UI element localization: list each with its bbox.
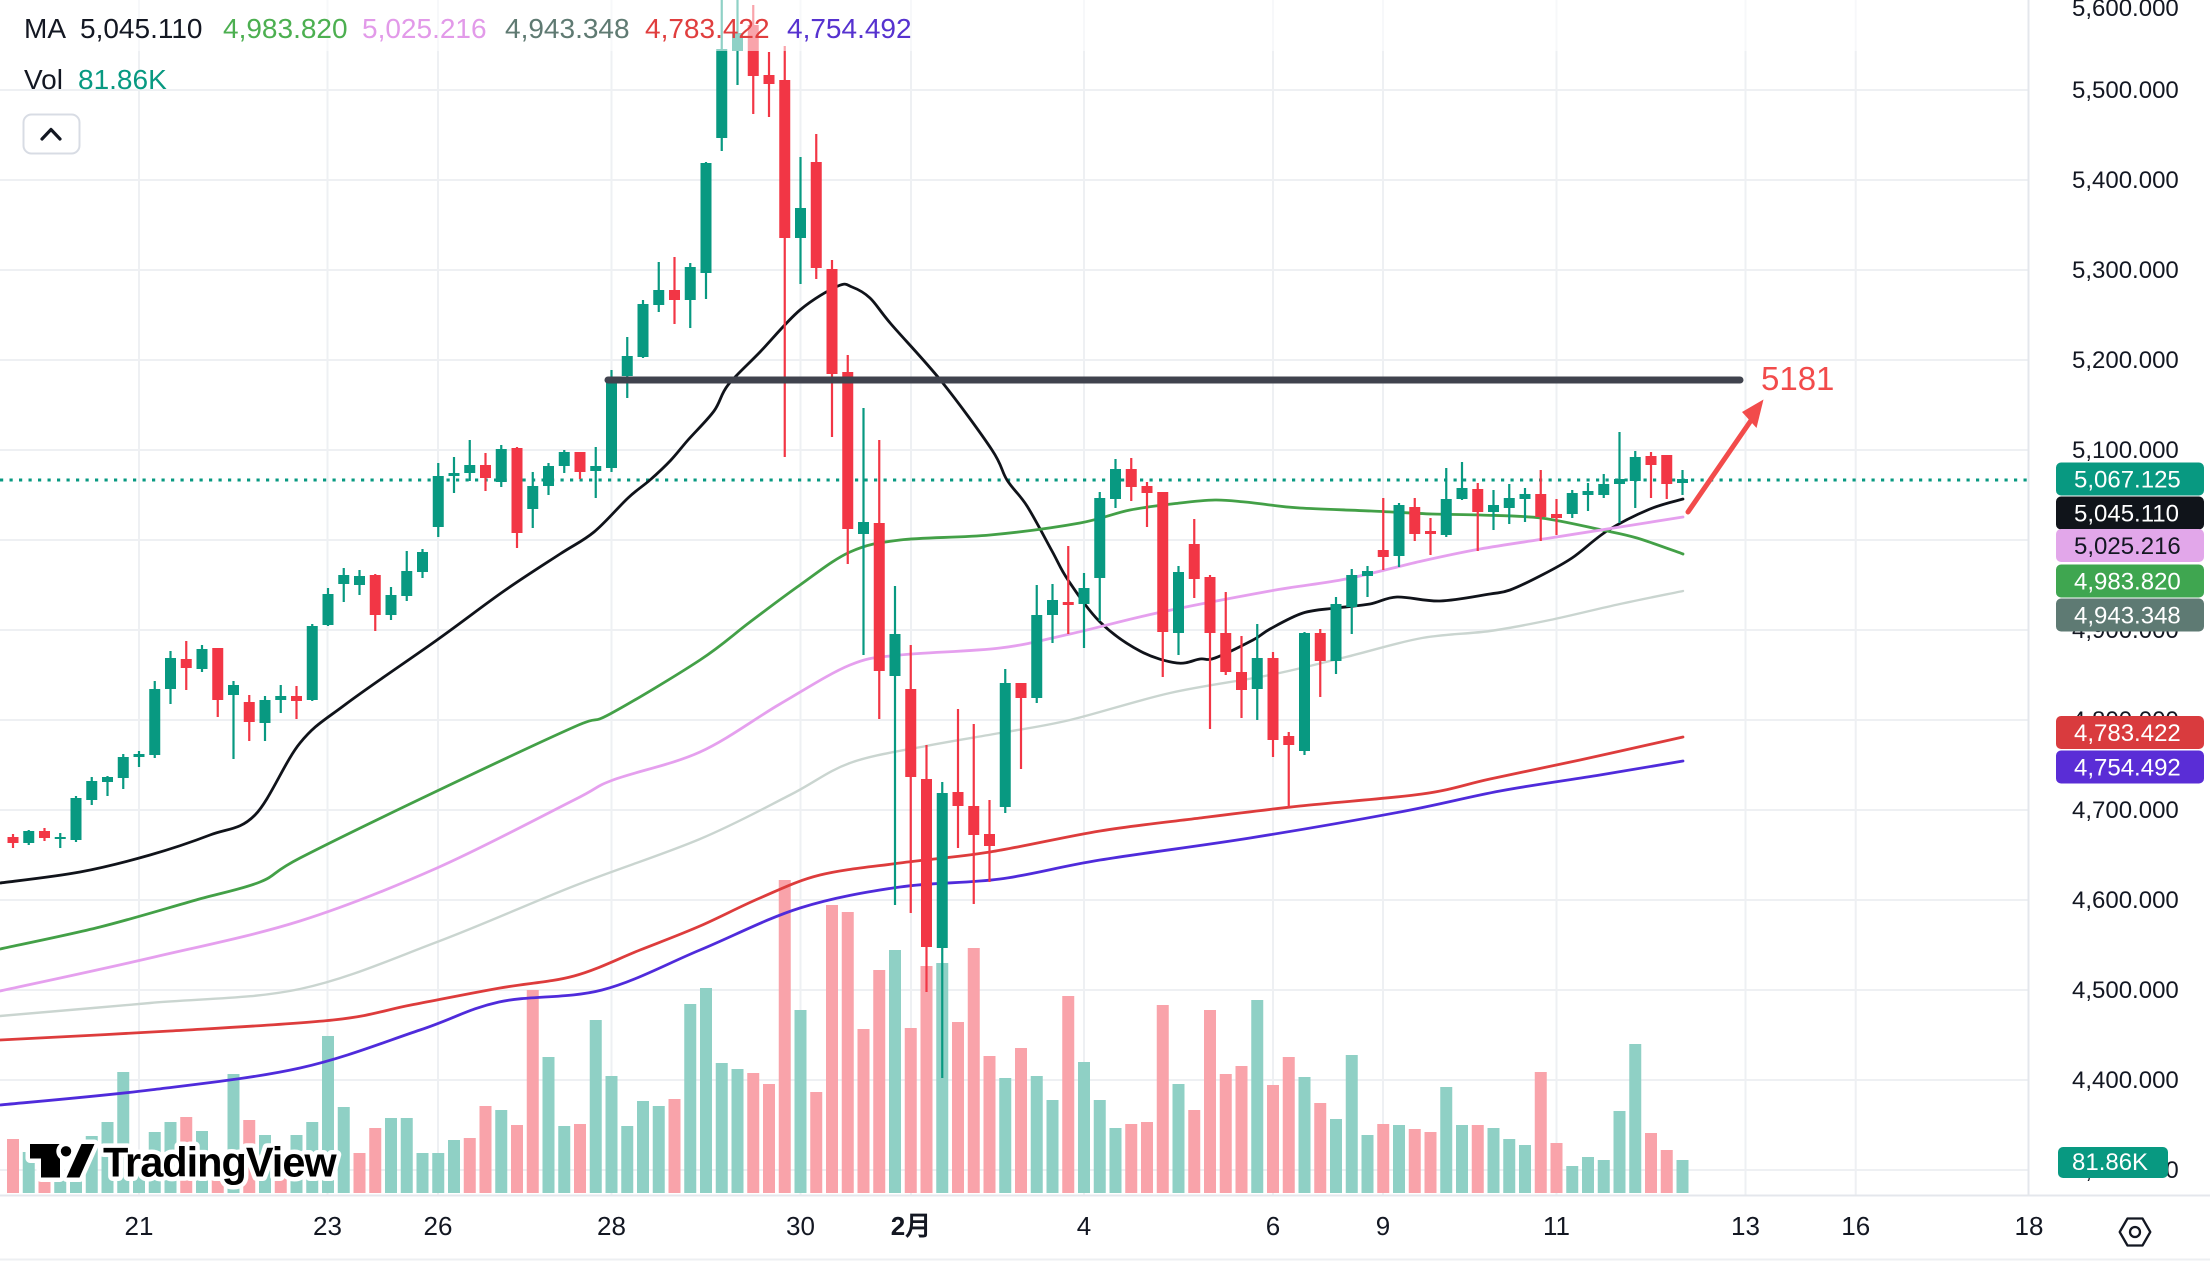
svg-text:4,500.000: 4,500.000 — [2072, 977, 2179, 1004]
svg-text:28: 28 — [597, 1211, 626, 1241]
svg-text:5,067.125: 5,067.125 — [2074, 467, 2181, 494]
svg-text:5,200.000: 5,200.000 — [2072, 347, 2179, 374]
svg-text:4,700.000: 4,700.000 — [2072, 797, 2179, 824]
svg-text:23: 23 — [313, 1211, 342, 1241]
svg-text:18: 18 — [2015, 1211, 2044, 1241]
svg-text:5,600.000: 5,600.000 — [2072, 0, 2179, 22]
svg-text:81.86K: 81.86K — [2072, 1149, 2148, 1176]
svg-text:4,783.422: 4,783.422 — [2074, 720, 2181, 747]
svg-text:81.86K: 81.86K — [78, 64, 167, 95]
svg-text:6: 6 — [1266, 1211, 1280, 1241]
svg-text:4,943.348: 4,943.348 — [505, 13, 630, 44]
svg-text:4,400.000: 4,400.000 — [2072, 1067, 2179, 1094]
svg-text:5181: 5181 — [1761, 360, 1834, 397]
svg-text:4,600.000: 4,600.000 — [2072, 887, 2179, 914]
svg-text:2月: 2月 — [891, 1211, 931, 1241]
svg-text:9: 9 — [1376, 1211, 1390, 1241]
svg-text:4,783.422: 4,783.422 — [645, 13, 770, 44]
svg-text:TradingView: TradingView — [103, 1139, 337, 1186]
svg-text:4: 4 — [1077, 1211, 1091, 1241]
svg-text:5,045.110: 5,045.110 — [80, 13, 203, 44]
svg-text:30: 30 — [786, 1211, 815, 1241]
svg-text:26: 26 — [424, 1211, 453, 1241]
svg-text:21: 21 — [125, 1211, 154, 1241]
svg-text:4,983.820: 4,983.820 — [223, 13, 348, 44]
svg-text:5,100.000: 5,100.000 — [2072, 437, 2179, 464]
svg-text:4,754.492: 4,754.492 — [2074, 755, 2181, 782]
svg-text:11: 11 — [1543, 1211, 1570, 1241]
svg-text:5,025.216: 5,025.216 — [2074, 533, 2181, 560]
svg-text:5,025.216: 5,025.216 — [362, 13, 487, 44]
svg-text:5,045.110: 5,045.110 — [2074, 501, 2179, 528]
svg-text:5,500.000: 5,500.000 — [2072, 77, 2179, 104]
svg-text:4,754.492: 4,754.492 — [787, 13, 912, 44]
svg-text:Vol: Vol — [24, 64, 63, 95]
svg-text:16: 16 — [1841, 1211, 1870, 1241]
svg-text:13: 13 — [1731, 1211, 1760, 1241]
svg-text:MA: MA — [24, 13, 66, 44]
svg-text:4,983.820: 4,983.820 — [2074, 569, 2181, 596]
svg-text:5,400.000: 5,400.000 — [2072, 167, 2179, 194]
svg-text:5,300.000: 5,300.000 — [2072, 257, 2179, 284]
svg-text:4,943.348: 4,943.348 — [2074, 603, 2181, 630]
